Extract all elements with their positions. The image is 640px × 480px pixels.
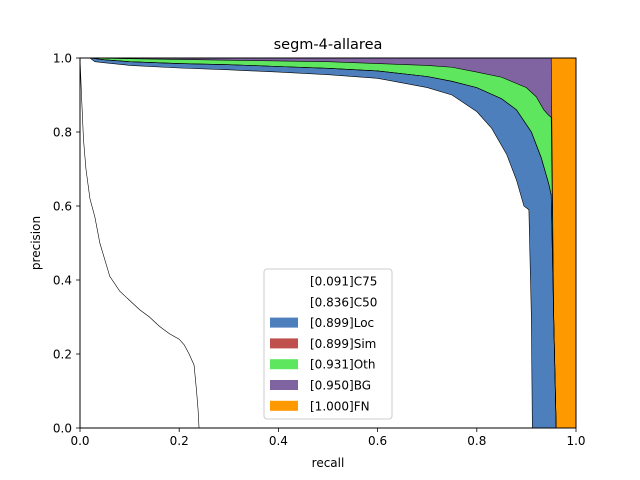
x-tick-label: 0.6: [368, 434, 387, 448]
legend-label-c50: [0.836]C50: [310, 295, 377, 309]
legend-swatch-fn: [270, 400, 298, 411]
y-tick-label: 0.6: [53, 200, 72, 214]
legend: [0.091]C75 [0.836]C50 [0.899]Loc [0.899]Sim…: [263, 268, 393, 420]
legend-label-fn: [1.000]FN: [310, 399, 370, 413]
curve-c75: [79, 57, 200, 429]
legend-swatch-c75: [270, 276, 298, 286]
axis-ticks: 0.0 0.2 0.4 0.6 0.8 1.0 0.0 0.2 0.4 0.6 0.8 1.0: [53, 52, 586, 449]
legend-label-c75: [0.091]C75: [310, 275, 377, 289]
area-c50: [80, 58, 533, 428]
x-tick-label: 0.4: [269, 434, 288, 448]
legend-label-loc: [0.899]Loc: [310, 316, 374, 330]
x-tick-label: 0.8: [467, 434, 486, 448]
legend-swatch-bg: [270, 380, 298, 390]
legend-label-bg: [0.950]BG: [310, 379, 371, 393]
x-axis-label: recall: [312, 456, 345, 470]
area-c75: [80, 58, 200, 428]
plot-frame: [79, 57, 577, 429]
legend-swatch-c50: [270, 296, 298, 307]
x-tick-label: 1.0: [566, 434, 585, 448]
curve-oth: [80, 57, 557, 429]
y-tick-label: 1.0: [53, 52, 72, 66]
x-tick-label: 0.2: [170, 434, 189, 448]
x-tick-label: 0.0: [70, 434, 89, 448]
legend-swatch-oth: [270, 359, 298, 370]
legend-swatch-loc: [270, 317, 298, 328]
legend-label-oth: [0.931]Oth: [310, 358, 375, 372]
plot-areas: [80, 58, 576, 428]
y-axis-label: precision: [29, 216, 43, 270]
curve-c50: [80, 57, 533, 429]
y-tick-label: 0.0: [53, 422, 72, 436]
y-tick-label: 0.8: [53, 126, 72, 140]
chart-title: segm-4-allarea: [274, 37, 383, 53]
legend-swatch-sim: [270, 338, 298, 349]
curve-loc: [80, 57, 557, 429]
y-tick-label: 0.2: [53, 348, 72, 362]
y-tick-label: 0.4: [53, 274, 72, 288]
legend-label-sim: [0.899]Sim: [310, 337, 376, 351]
